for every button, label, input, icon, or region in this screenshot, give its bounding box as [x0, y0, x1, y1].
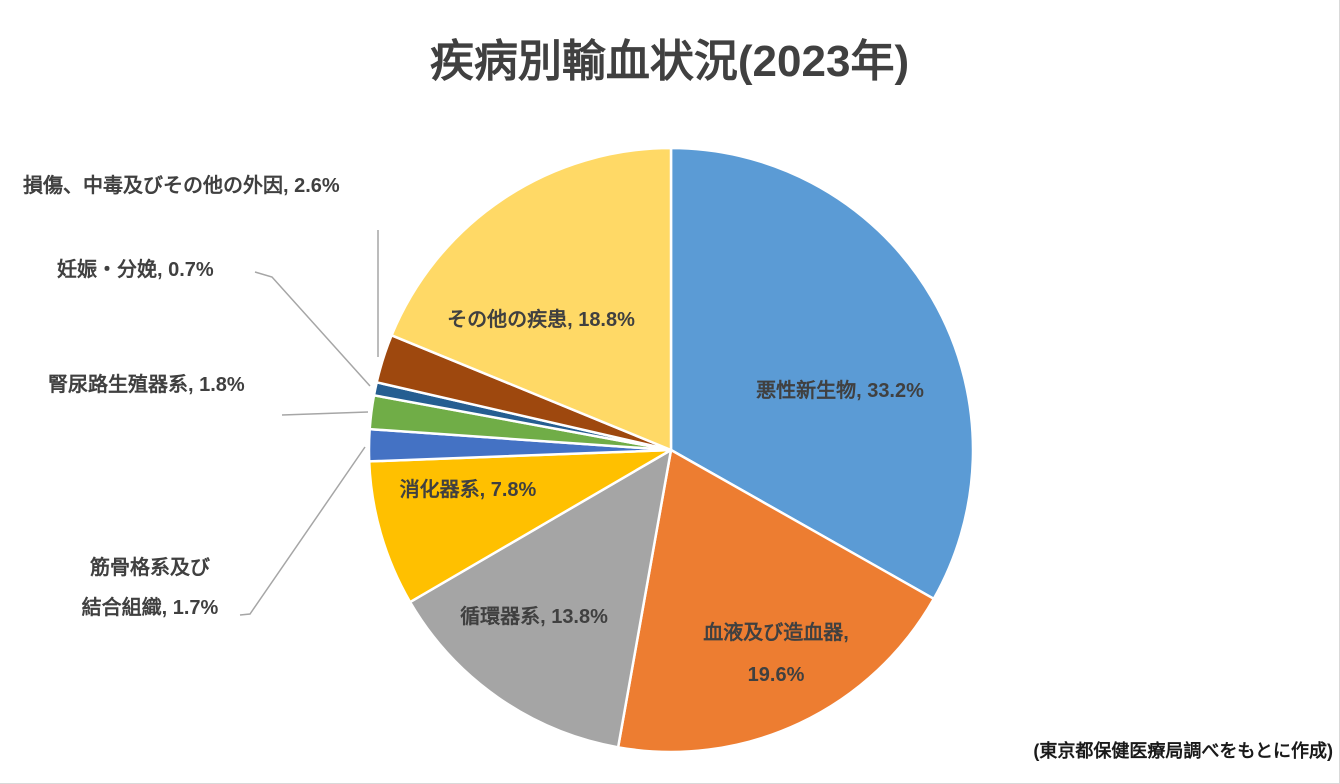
slice-label-genitourinary: 腎尿路生殖器系, 1.8%	[48, 372, 245, 396]
slice-label-digestive: 消化器系, 7.8%	[400, 477, 537, 501]
pie-slice-other-diseases	[390, 146, 673, 452]
leader-line-genitourinary	[281, 411, 369, 416]
leader-line-pregnancy-childbirth	[254, 271, 371, 387]
slice-label-circulatory: 循環器系, 13.8%	[460, 604, 608, 628]
slice-label-pregnancy-childbirth: 妊娠・分娩, 0.7%	[57, 257, 214, 281]
pie-slice-digestive	[367, 448, 673, 604]
leader-line-musculoskeletal-connective	[239, 446, 366, 616]
slice-label-injury-poisoning-external: 損傷、中毒及びその他の外因, 2.6%	[23, 173, 340, 197]
slice-label-other-diseases: その他の疾患, 18.8%	[447, 307, 635, 331]
pie-slice-blood-hematopoietic	[616, 448, 936, 754]
pie-slice-malignant-neoplasm	[669, 146, 975, 601]
source-note: (東京都保健医療局調べをもとに作成)	[1033, 741, 1333, 761]
pie-slice-circulatory	[408, 448, 673, 749]
slice-label-musculoskeletal-connective: 筋骨格系及び結合組織, 1.7%	[82, 555, 219, 619]
slice-label-blood-hematopoietic: 血液及び造血器, 19.6%	[703, 620, 849, 686]
chart-title: 疾病別輸血状況(2023年)	[429, 37, 910, 86]
slice-label-malignant-neoplasm: 悪性新生物, 33.2%	[756, 378, 924, 402]
